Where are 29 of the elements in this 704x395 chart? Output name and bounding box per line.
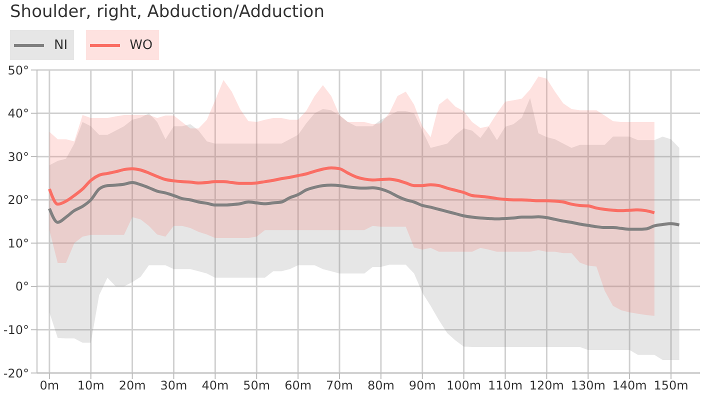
line-series [48,181,681,231]
y-tick-label: 0° [15,280,29,294]
x-tick-label: 40m [202,378,229,393]
y-tick-label: -10° [3,322,29,337]
x-tick-label: 70m [326,378,353,393]
y-tick-label: -20° [3,366,29,380]
x-tick-label: 80m [367,378,394,393]
x-tick-label: 0m [40,378,60,393]
y-tick-label: 10° [8,236,29,250]
x-tick-label: 50m [243,378,270,393]
x-tick-label: 150m [654,378,688,393]
line-series [48,166,656,214]
x-tick-label: 120m [529,378,564,393]
x-tick-label: 10m [77,378,104,393]
legend-label: WO [130,38,153,52]
y-tick-label: 40° [8,106,29,121]
x-tick-label: 20m [118,378,146,393]
x-tick-label: 140m [612,378,647,393]
x-tick-label: 100m [446,378,482,393]
y-tick-label: 30° [8,150,29,164]
x-tick-label: 30m [160,378,188,393]
legend-label: NI [54,38,68,52]
x-tick-label: 130m [570,378,606,393]
y-tick-label: 20° [8,193,29,208]
x-tick-label: 60m [284,378,312,393]
x-tick-label: 110m [488,378,523,393]
x-tick-label: 90m [408,378,436,393]
chart-title: Shoulder, right, Abduction/Adduction [10,2,324,22]
y-tick-label: 50° [8,63,29,78]
